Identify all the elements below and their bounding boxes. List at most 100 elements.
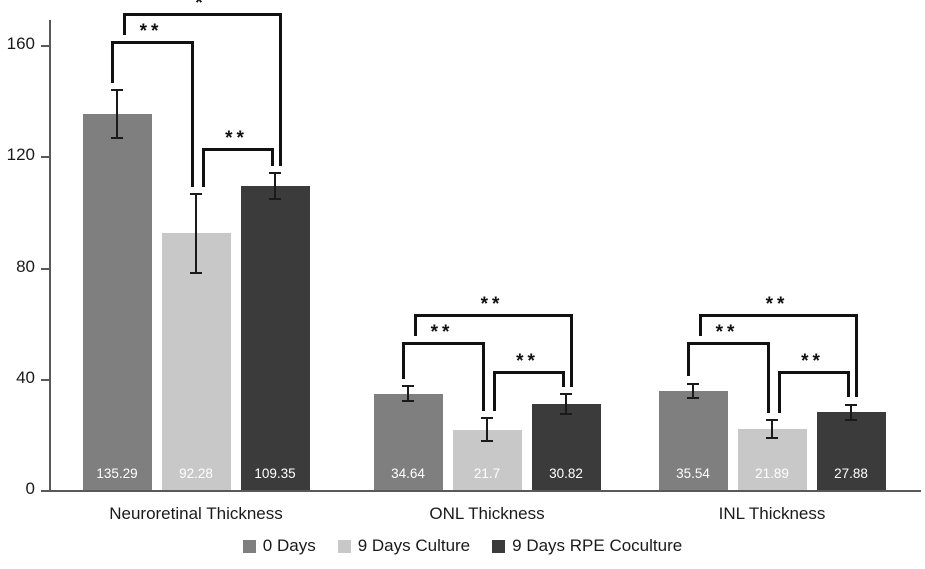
error-bar-cap-top xyxy=(560,393,572,396)
sig-bracket-right-drop xyxy=(847,371,850,397)
y-tick-label: 40 xyxy=(16,367,35,387)
error-bar-cap-top xyxy=(269,171,281,174)
error-bar-cap-bottom xyxy=(481,440,493,443)
error-bar-cap-bottom xyxy=(560,413,572,416)
sig-bracket-bar xyxy=(699,314,858,317)
sig-bracket-bar xyxy=(687,342,770,345)
bar xyxy=(240,185,310,490)
legend-item: 9 Days RPE Coculture xyxy=(492,536,682,556)
error-bar-cap-bottom xyxy=(190,271,202,274)
error-bar-stem xyxy=(116,88,118,139)
x-axis-line xyxy=(49,490,921,492)
bar-value-label: 109.35 xyxy=(254,466,296,481)
sig-bracket-bar xyxy=(202,148,274,151)
error-bar-cap-top xyxy=(481,417,493,420)
error-bar-cap-top xyxy=(687,382,699,385)
bar-value-label: 27.88 xyxy=(834,466,868,481)
sig-bracket-right-drop xyxy=(855,314,858,397)
sig-bracket-right-drop xyxy=(570,314,573,387)
bar xyxy=(82,113,152,490)
error-bar-cap-top xyxy=(190,193,202,196)
error-bar-cap-bottom xyxy=(766,437,778,440)
sig-bracket-left-drop xyxy=(123,13,126,35)
sig-bracket-right-drop xyxy=(279,13,282,166)
category-label: ONL Thickness xyxy=(429,504,545,523)
legend-swatch-icon xyxy=(337,539,351,553)
sig-label: ** xyxy=(715,322,739,343)
error-bar-cap-bottom xyxy=(269,197,281,200)
sig-label: ** xyxy=(516,351,539,372)
y-tick-label: 120 xyxy=(6,145,35,165)
bar-value-label: 21.89 xyxy=(755,466,789,481)
error-bar-cap-top xyxy=(402,385,414,388)
y-axis-line xyxy=(49,20,51,490)
bar-value-label: 135.29 xyxy=(96,466,138,481)
legend-label: 0 Days xyxy=(262,536,316,555)
sig-label: ** xyxy=(765,294,789,315)
error-bar-stem xyxy=(692,382,694,400)
y-tick-label: 160 xyxy=(6,34,35,53)
sig-bracket-bar xyxy=(493,371,565,374)
bar-value-label: 34.64 xyxy=(391,466,425,481)
sig-bracket-right-drop xyxy=(271,148,274,166)
sig-bracket-bar xyxy=(778,371,850,374)
chart-legend: 0 Days 9 Days Culture 9 Days RPE Coculture xyxy=(0,536,925,556)
sig-bracket-bar xyxy=(414,314,573,317)
sig-bracket-right-drop xyxy=(562,371,565,387)
bar xyxy=(161,233,231,490)
bar-value-label: 30.82 xyxy=(549,466,583,481)
legend-label: 9 Days Culture xyxy=(357,536,471,555)
sig-bracket-left-drop xyxy=(778,371,781,413)
y-tick-mark xyxy=(41,490,50,492)
sig-bracket-bar xyxy=(402,342,485,345)
bar xyxy=(816,412,886,490)
sig-bracket-right-drop xyxy=(767,342,770,413)
error-bar-cap-bottom xyxy=(111,136,123,139)
sig-bracket-bar xyxy=(111,41,194,44)
legend-label: 9 Days RPE Coculture xyxy=(512,536,683,555)
category-label: Neuroretinal Thickness xyxy=(109,504,283,523)
y-tick-mark xyxy=(41,156,50,159)
sig-bracket-left-drop xyxy=(414,314,417,336)
sig-bracket-left-drop xyxy=(402,342,405,379)
sig-bracket-left-drop xyxy=(493,371,496,411)
error-bar-cap-top xyxy=(766,418,778,421)
bar xyxy=(531,404,601,490)
bar-value-label: 92.28 xyxy=(179,466,213,481)
bar-value-label: 21.7 xyxy=(473,466,501,481)
error-bar-stem xyxy=(274,171,276,200)
error-bar-cap-bottom xyxy=(845,419,857,422)
legend-swatch-icon xyxy=(242,539,256,553)
error-bar-cap-bottom xyxy=(402,400,414,402)
error-bar-stem xyxy=(195,193,197,274)
sig-bracket-left-drop xyxy=(202,148,205,187)
error-bar-stem xyxy=(565,393,567,416)
sig-label: ** xyxy=(139,21,163,42)
error-bar-cap-bottom xyxy=(687,397,699,400)
sig-bracket-right-drop xyxy=(191,41,194,187)
y-tick-mark xyxy=(41,267,50,270)
error-bar-stem xyxy=(486,417,488,443)
sig-bracket-left-drop xyxy=(687,342,690,376)
y-tick-mark xyxy=(41,45,50,47)
bar xyxy=(658,391,728,490)
sig-bracket-left-drop xyxy=(111,41,114,83)
legend-item: 9 Days Culture xyxy=(337,536,471,556)
sig-bracket-left-drop xyxy=(699,314,702,336)
legend-swatch-icon xyxy=(492,539,506,553)
sig-label: ** xyxy=(430,322,454,343)
error-bar-stem xyxy=(771,418,773,440)
y-tick-label: 0 xyxy=(25,479,35,498)
sig-label: * xyxy=(195,0,207,14)
sig-label: ** xyxy=(225,128,248,149)
error-bar-stem xyxy=(850,403,852,422)
category-label: INL Thickness xyxy=(718,504,826,523)
error-bar-cap-top xyxy=(845,403,857,406)
sig-label: ** xyxy=(480,294,504,315)
sig-bracket-right-drop xyxy=(482,342,485,411)
bar-value-label: 35.54 xyxy=(676,466,710,481)
bar xyxy=(373,393,443,490)
error-bar-cap-top xyxy=(111,88,123,91)
y-tick-mark xyxy=(41,378,50,381)
